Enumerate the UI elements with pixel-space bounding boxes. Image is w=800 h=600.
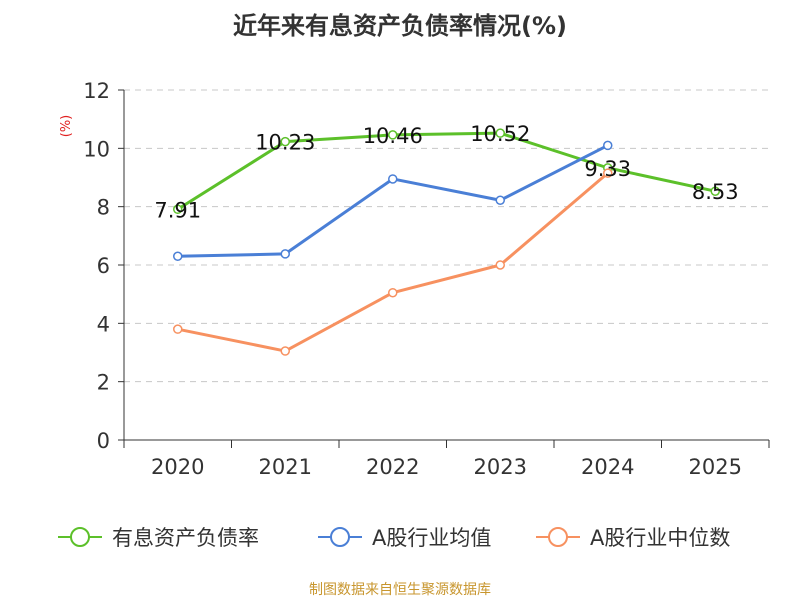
x-tick-label: 2021 [259,455,312,479]
series-line [176,131,716,211]
chart-title: 近年来有息资产负债率情况(%) [233,12,567,40]
data-point [173,324,183,334]
data-point [280,249,290,259]
y-tick-label: 10 [83,137,110,161]
data-point [495,260,505,270]
data-label: 8.53 [692,180,739,204]
data-point [280,136,290,147]
legend-marker [70,527,90,547]
series-line [177,171,609,353]
series-layer [173,128,720,356]
y-axis-unit-label: (%) [59,115,74,138]
data-label: 10.46 [363,124,423,148]
source-note: 制图数据来自恒生聚源数据库 [309,582,491,598]
y-tick-label: 4 [97,312,110,336]
y-tick-label: 2 [97,371,110,395]
series-line [177,144,609,258]
y-tick-label: 8 [97,196,110,220]
data-label: 7.91 [154,198,201,222]
data-point [388,130,398,140]
legend-marker [330,527,350,547]
data-label: 10.52 [470,122,530,146]
axes: 0 2 4 6 8 10 12 2020 2021 2022 2023 2024 2025 [83,79,770,479]
data-point [280,346,290,356]
x-tick-label: 2023 [474,455,527,479]
legend-label: 有息资产负债率 [112,526,259,550]
data-labels: 7.91 10.23 10.46 10.52 9.33 8.53 [154,122,738,222]
data-point [710,186,720,196]
data-point [388,174,398,184]
y-tick-label: 0 [97,429,110,453]
grid-lines [124,89,769,383]
data-point [495,128,505,138]
x-tick-label: 2020 [151,455,204,479]
data-point [388,287,398,298]
x-tick-label: 2024 [581,455,634,479]
legend: 有息资产负债率 A股行业均值 A股行业中位数 [58,526,730,550]
legend-label: A股行业中位数 [590,526,730,550]
legend-label: A股行业均值 [372,526,491,550]
data-point [603,168,613,178]
y-tick-label: 12 [83,79,110,103]
data-label: 9.33 [584,157,631,181]
data-label: 10.23 [255,131,315,155]
legend-marker [548,527,568,547]
data-point [603,140,613,151]
x-tick-label: 2022 [366,455,419,479]
data-point [173,204,183,215]
x-tick-label: 2025 [689,455,742,479]
data-point [173,251,183,261]
y-tick-label: 6 [97,254,110,278]
data-point [495,195,505,205]
